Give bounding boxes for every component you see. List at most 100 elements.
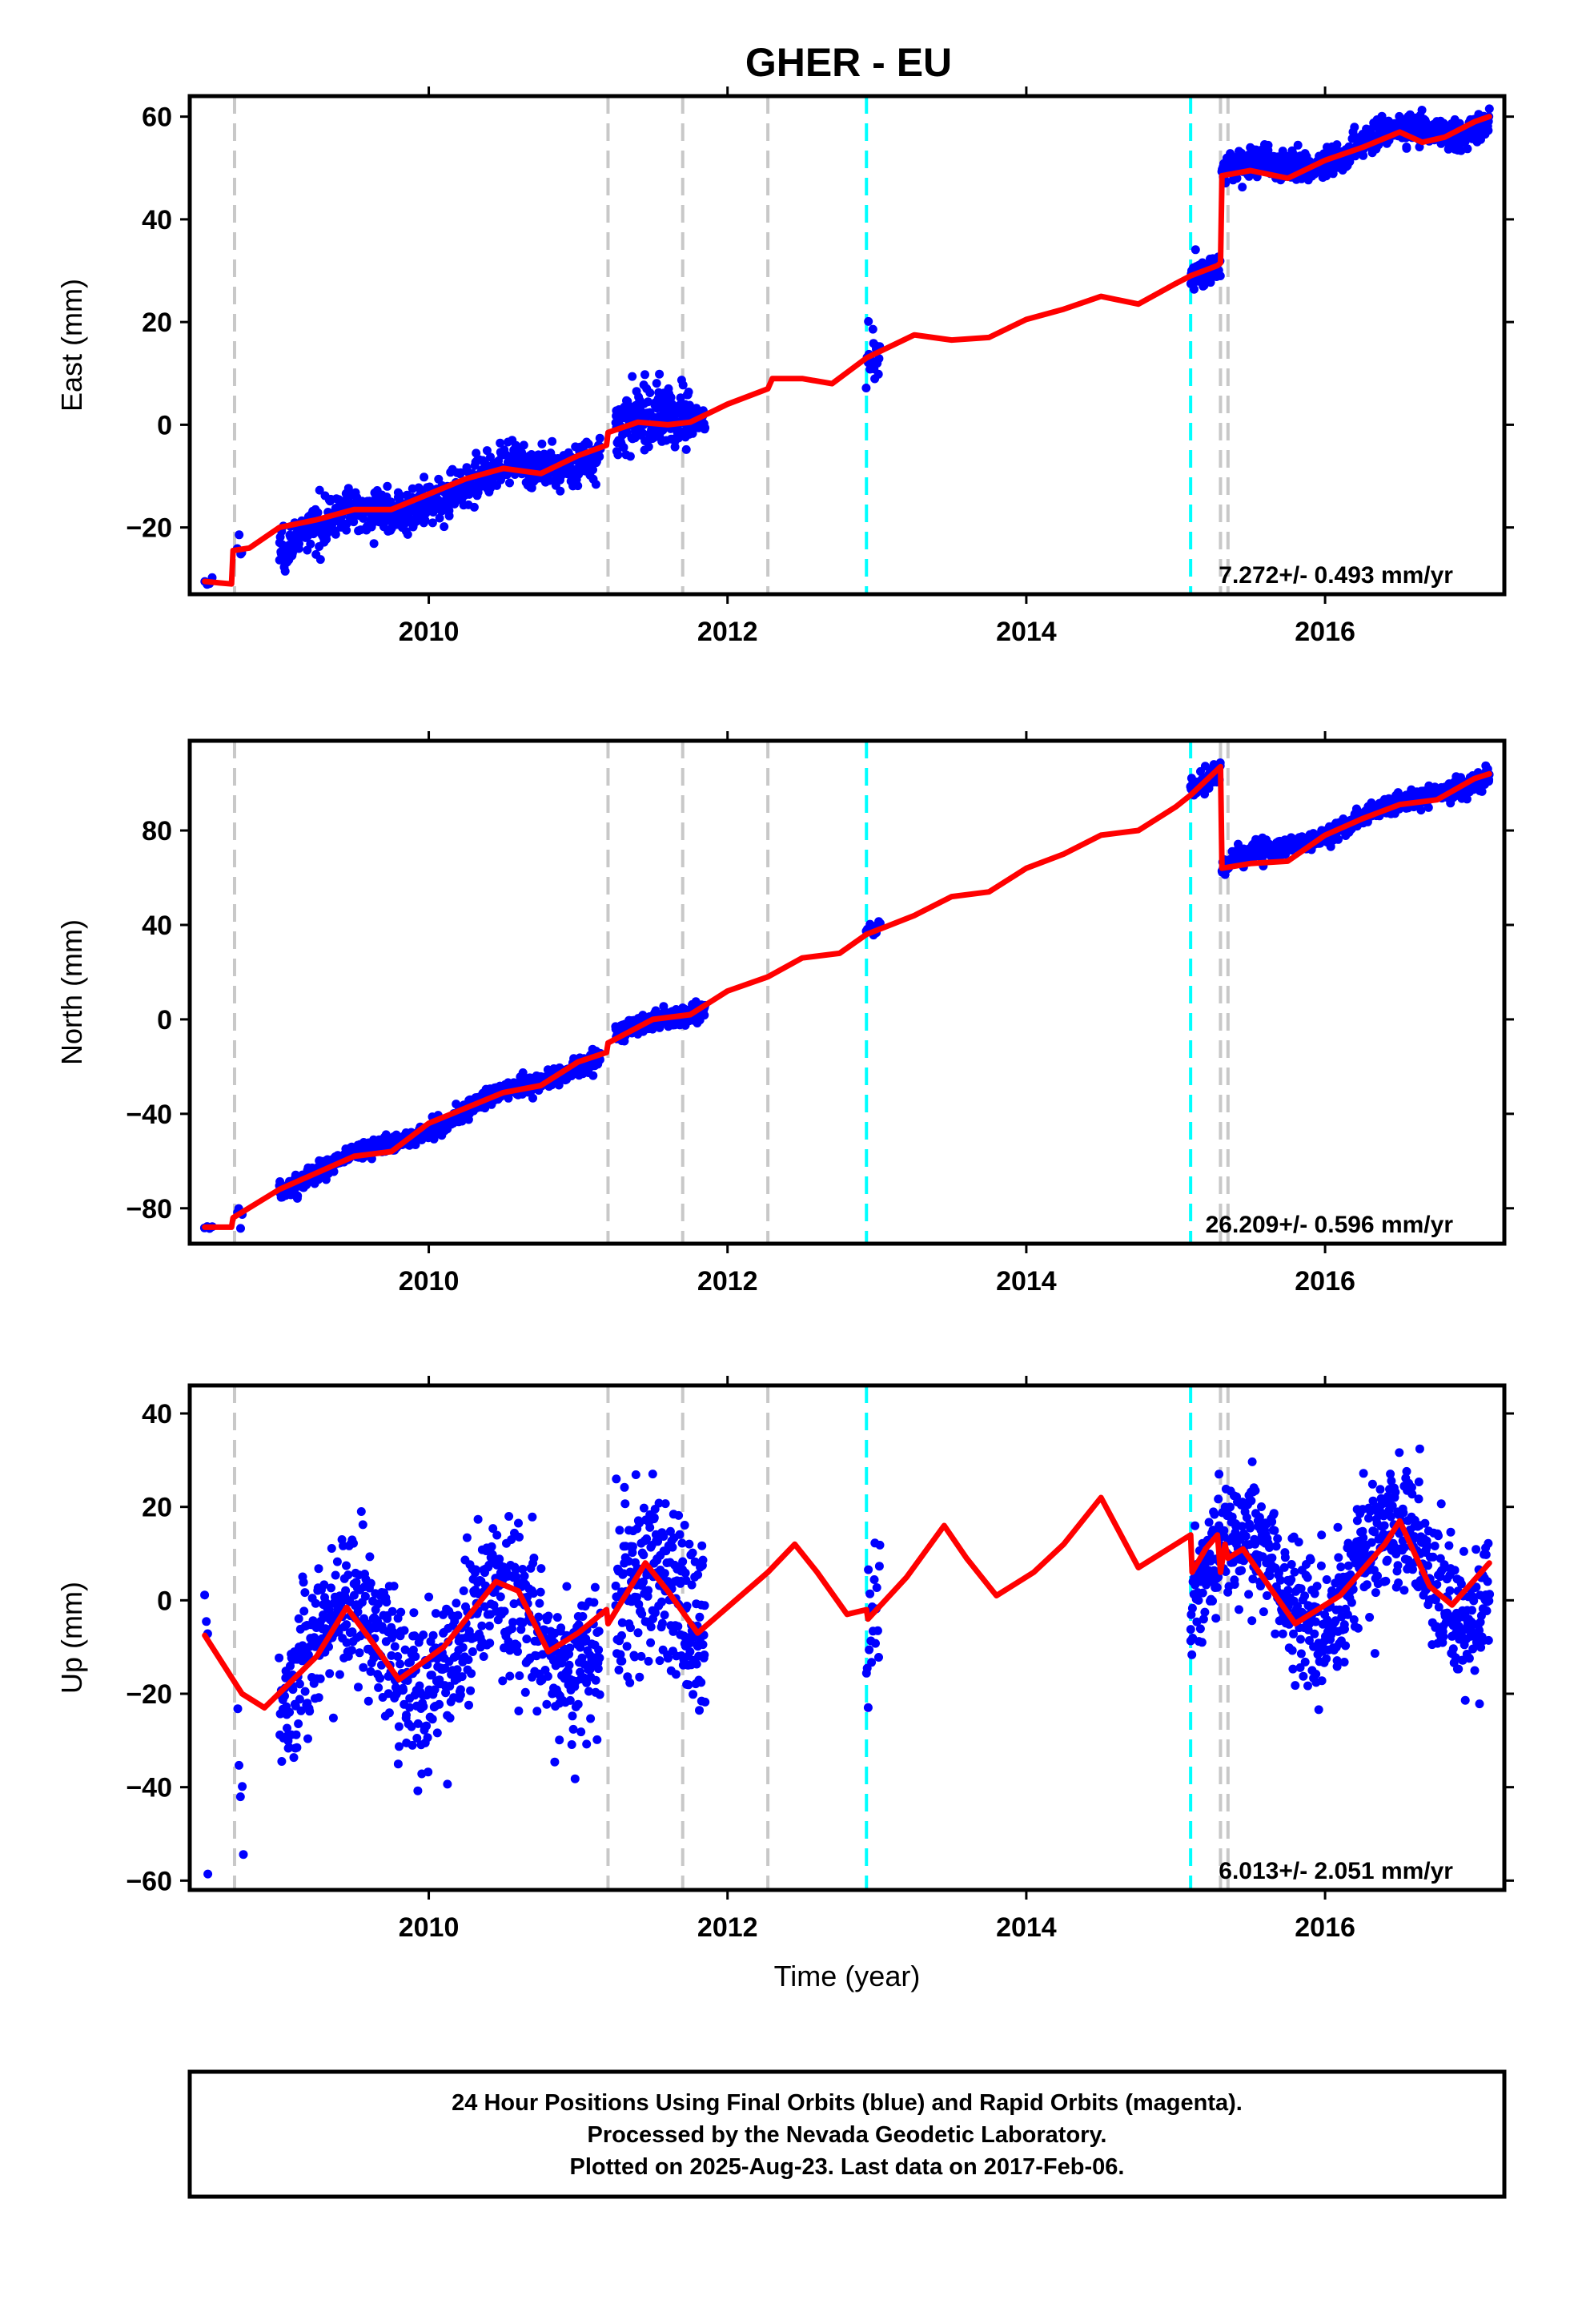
- data-point: [1336, 1562, 1346, 1572]
- data-point: [1484, 104, 1494, 114]
- data-point: [1316, 1561, 1326, 1570]
- data-point: [467, 1669, 476, 1679]
- data-point: [445, 1682, 455, 1691]
- data-point: [515, 1532, 524, 1542]
- data-point: [556, 486, 565, 496]
- data-point: [1408, 1565, 1417, 1574]
- data-point: [383, 481, 392, 491]
- data-point: [342, 1561, 351, 1570]
- data-point: [387, 1606, 397, 1616]
- data-point: [505, 1671, 515, 1681]
- data-point: [659, 1532, 669, 1541]
- y-tick-label: −60: [126, 1866, 172, 1896]
- data-point: [639, 1503, 648, 1513]
- data-point: [1434, 1602, 1443, 1612]
- data-point: [1358, 1526, 1367, 1536]
- data-point: [384, 1708, 394, 1718]
- data-point: [1304, 1636, 1314, 1645]
- data-point: [700, 1011, 709, 1020]
- data-point: [303, 1734, 312, 1743]
- data-point: [1275, 1568, 1283, 1578]
- x-tick-label: 2016: [1295, 617, 1355, 647]
- data-point: [363, 1696, 373, 1706]
- data-point: [1483, 1577, 1492, 1586]
- data-point: [1259, 1607, 1268, 1617]
- data-point: [354, 1683, 363, 1692]
- data-point: [1187, 1650, 1197, 1659]
- data-point: [1251, 1486, 1260, 1495]
- data-point: [236, 1224, 245, 1233]
- data-point: [1195, 1624, 1205, 1634]
- data-point: [640, 370, 649, 380]
- y-tick-label: 40: [142, 911, 172, 941]
- data-point: [1349, 1615, 1359, 1624]
- data-point: [1428, 1552, 1438, 1562]
- data-point: [1208, 1596, 1217, 1606]
- data-point: [620, 1482, 629, 1492]
- data-point: [508, 1618, 518, 1627]
- data-point: [283, 1723, 291, 1733]
- data-point: [1187, 1603, 1197, 1613]
- data-point: [411, 1652, 420, 1661]
- data-point: [685, 1647, 695, 1656]
- data-point: [1303, 1573, 1312, 1582]
- data-point: [285, 1707, 295, 1717]
- data-point: [509, 1599, 519, 1609]
- data-point: [695, 1612, 705, 1622]
- data-point: [456, 468, 465, 477]
- data-point: [698, 1640, 708, 1650]
- data-point: [349, 1538, 358, 1548]
- data-point: [615, 1526, 624, 1535]
- data-point: [492, 1530, 502, 1540]
- data-point: [624, 1557, 633, 1566]
- data-point: [1246, 1523, 1255, 1533]
- data-point: [419, 1702, 428, 1711]
- data-point: [586, 1714, 596, 1723]
- data-point: [595, 452, 604, 461]
- data-point: [496, 1592, 505, 1602]
- data-point: [595, 1690, 604, 1699]
- data-point: [280, 566, 290, 576]
- data-point: [1332, 140, 1342, 150]
- data-point: [1347, 1598, 1356, 1607]
- plot-area: [200, 96, 1494, 594]
- data-point: [1416, 806, 1426, 815]
- data-point: [565, 1695, 575, 1705]
- data-point: [375, 1674, 385, 1683]
- data-point: [1463, 144, 1472, 154]
- data-point: [1212, 1582, 1222, 1592]
- data-point: [1291, 1681, 1300, 1691]
- data-point: [293, 1191, 303, 1200]
- data-point: [388, 1627, 398, 1637]
- data-point: [1238, 183, 1247, 192]
- data-point: [399, 1686, 408, 1695]
- data-point: [681, 1568, 690, 1578]
- data-point: [649, 1513, 659, 1522]
- data-point: [1247, 1457, 1257, 1466]
- data-point: [865, 1645, 874, 1655]
- data-point: [665, 1526, 675, 1536]
- data-point: [1312, 1582, 1322, 1591]
- data-point: [393, 1759, 403, 1769]
- data-point: [590, 1582, 600, 1592]
- plot-area: [199, 741, 1494, 1244]
- data-point: [1267, 1517, 1277, 1526]
- data-point: [402, 1711, 411, 1720]
- data-point: [642, 1534, 652, 1543]
- plot-frame: [187, 94, 1507, 597]
- data-point: [622, 1642, 632, 1651]
- data-point: [1367, 1479, 1377, 1489]
- data-point: [1317, 1676, 1327, 1686]
- data-point: [405, 1703, 415, 1712]
- data-point: [1257, 1502, 1266, 1511]
- data-point: [341, 1586, 351, 1595]
- data-point: [562, 1582, 572, 1591]
- data-point: [396, 491, 405, 501]
- data-point: [420, 472, 429, 482]
- plot-frame: [187, 738, 1507, 1246]
- data-point: [874, 1653, 883, 1662]
- data-point: [678, 380, 688, 390]
- data-point: [633, 1628, 643, 1638]
- data-point: [315, 485, 324, 495]
